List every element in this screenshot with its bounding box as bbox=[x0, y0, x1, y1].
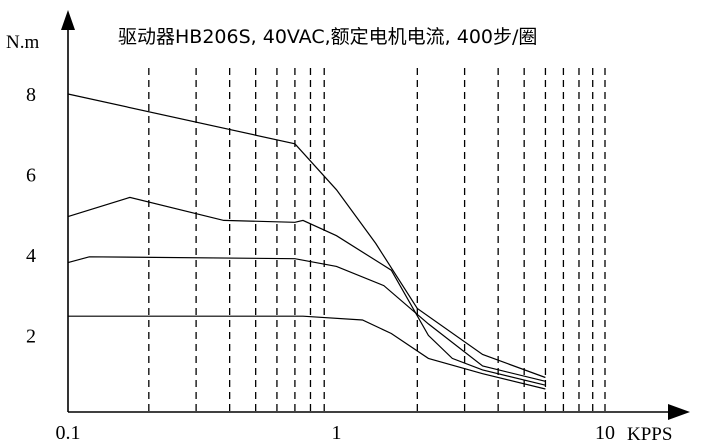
x-tick-labels: 0.1 1 10 bbox=[56, 422, 616, 442]
grid-lines bbox=[148, 68, 606, 411]
x-axis-arrow bbox=[668, 404, 690, 420]
series-line bbox=[67, 256, 546, 382]
y-tick-label: 8 bbox=[26, 84, 36, 106]
y-axis-arrow bbox=[61, 10, 75, 30]
series-line bbox=[67, 93, 546, 379]
series-line bbox=[67, 196, 546, 386]
series-line bbox=[68, 315, 546, 390]
chart-title: 驱动器HB206S, 40VAC,额定电机电流, 400步/圈 bbox=[118, 26, 537, 48]
y-tick-label: 2 bbox=[26, 325, 36, 347]
y-tick-labels: 8 6 4 2 bbox=[26, 84, 36, 347]
y-axis-label: N.m bbox=[6, 32, 39, 53]
axes bbox=[61, 10, 690, 420]
y-tick-label: 6 bbox=[26, 164, 36, 186]
x-axis-label: KPPS bbox=[627, 424, 672, 442]
series-group bbox=[67, 93, 546, 390]
y-tick-label: 4 bbox=[26, 245, 36, 267]
x-tick-label: 0.1 bbox=[56, 422, 81, 442]
x-tick-label: 10 bbox=[595, 422, 615, 442]
x-tick-label: 1 bbox=[332, 422, 342, 442]
